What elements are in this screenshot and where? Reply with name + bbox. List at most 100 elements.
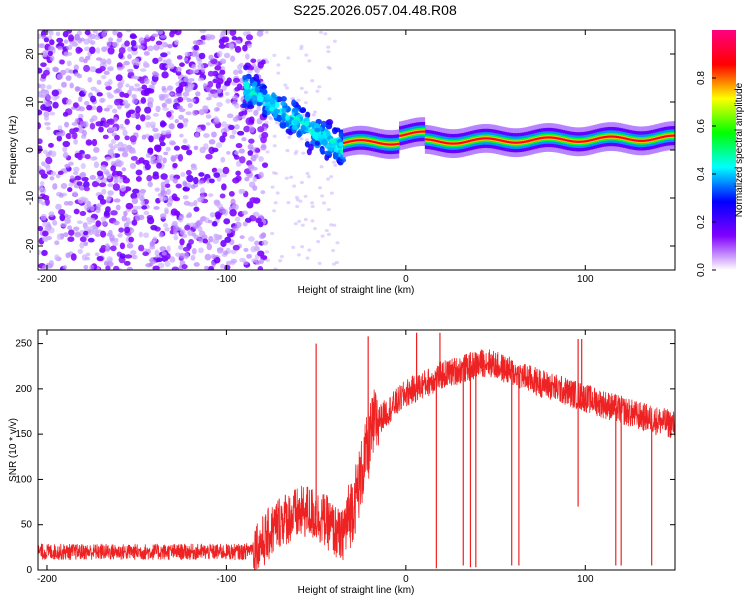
spectrogram-cell — [103, 70, 110, 76]
spectrogram-cell — [128, 236, 135, 243]
spectrogram-cell — [362, 139, 365, 142]
spectrogram-cell — [65, 75, 72, 81]
spectrogram-cell — [154, 249, 160, 257]
spectrogram-cell — [218, 43, 226, 49]
spectrogram-cell — [124, 226, 131, 234]
spectrogram-cell — [69, 175, 75, 180]
spectrogram-cell — [38, 67, 43, 74]
spectrogram-cell — [262, 97, 269, 103]
spectrogram-cell — [176, 92, 183, 99]
spectrogram-cell — [198, 52, 206, 60]
spectrogram-cell — [152, 112, 160, 117]
spectrogram-cell — [179, 252, 186, 259]
spectrogram-cell — [157, 56, 163, 62]
spectrogram-cell — [40, 104, 47, 111]
spectrogram-cell — [177, 122, 184, 129]
spectrogram-cell — [87, 237, 95, 243]
spectrogram-cell — [183, 57, 189, 62]
spectrogram-cell — [90, 205, 95, 212]
spectrogram-cell — [532, 138, 535, 141]
spectrogram-cell — [40, 62, 47, 68]
spectrogram-cell — [590, 138, 594, 142]
spectrogram-cell — [45, 94, 52, 101]
spectrogram-cell — [303, 90, 308, 94]
spectrogram-cell — [224, 30, 231, 35]
spectrogram-cell — [405, 133, 408, 136]
spectrogram-cell — [627, 138, 630, 141]
spectrogram-cell — [291, 99, 297, 107]
spectrogram-cell — [64, 217, 71, 224]
spectrogram-cell — [152, 57, 159, 64]
spectrogram-cell — [41, 249, 48, 257]
spectrogram-cell — [68, 161, 74, 166]
spectrogram-cell — [143, 51, 150, 56]
spectrogram-cell — [225, 98, 231, 104]
spectrogram-cell — [163, 151, 169, 156]
spectrogram-cell — [281, 107, 287, 115]
spectrogram-cell — [84, 46, 91, 52]
spectrogram-cell — [112, 183, 121, 191]
spectrogram-cell — [244, 94, 251, 102]
spectrogram-cell — [215, 236, 222, 241]
spectrogram-cell — [149, 155, 156, 161]
spectrogram-cell — [551, 136, 555, 139]
spectrogram-cell — [299, 180, 304, 185]
spectrogram-cell — [612, 135, 615, 138]
spectrogram-cell — [84, 30, 91, 36]
spectrogram-cell — [70, 253, 77, 261]
spectrogram-cell — [315, 118, 322, 125]
spectrogram-cell — [103, 210, 110, 217]
spectrogram-cell — [199, 30, 207, 34]
spectrogram-cell — [56, 135, 63, 142]
snr-marks — [38, 332, 675, 570]
spectrogram-cell — [60, 182, 68, 189]
spectrogram-cell — [323, 32, 328, 36]
spectrogram-cell — [46, 84, 52, 90]
snr-frame — [37, 329, 676, 571]
spectrogram-cell — [113, 144, 120, 149]
spectrogram-cell — [213, 115, 219, 122]
spectrogram-cell — [127, 53, 132, 60]
spectrogram-cell — [62, 140, 71, 148]
spectrogram-cell — [206, 243, 213, 251]
spectrogram-cell — [162, 157, 167, 164]
colorbar-tick-label: 0.0 — [696, 263, 707, 277]
spectrogram-cell — [149, 241, 156, 247]
spectrogram-cell — [558, 137, 561, 140]
spectrogram-cell — [414, 131, 417, 134]
spectrogram-cell — [607, 135, 611, 138]
spectrogram-cell — [58, 193, 64, 198]
spectrogram-cell — [239, 235, 245, 240]
spectrogram-cell — [190, 51, 198, 58]
spectrogram-cell — [320, 120, 327, 129]
spectrogram-cell — [199, 41, 206, 45]
spectrogram-cell — [212, 92, 219, 99]
spectrogram-cell — [173, 234, 179, 241]
spectrogram-cell — [159, 34, 167, 39]
spectrogram-cell — [187, 211, 192, 218]
spectrogram-cell — [279, 122, 287, 129]
spectrogram-cell — [297, 219, 302, 223]
spectrogram-cell — [236, 130, 245, 136]
spectrogram-cell — [103, 261, 109, 266]
spectrogram-cell — [166, 85, 174, 91]
spectrogram-cell — [129, 135, 137, 143]
spectrogram-cell — [248, 138, 255, 144]
spectrogram-cell — [234, 216, 241, 222]
spectrogram-cell — [250, 58, 257, 63]
spectrogram-cell — [112, 241, 119, 247]
spectrogram-cell — [250, 246, 257, 253]
snr-panel: -200 -100 0 100 0 50 100 150 200 250 Height of st… — [8, 329, 676, 596]
spectrogram-cell — [325, 122, 333, 130]
spectrogram-y-tick-label: 0 — [25, 147, 36, 153]
spectrogram-cell — [180, 172, 186, 178]
snr-y-tick-label: 150 — [15, 429, 32, 440]
spectrogram-cell — [122, 101, 129, 106]
spectrogram-cell — [197, 226, 203, 233]
spectrogram-cell — [178, 114, 185, 120]
spectrogram-cell — [89, 46, 96, 54]
spectrogram-cell — [188, 78, 195, 82]
spectrogram-cell — [138, 190, 145, 197]
spectrogram-cell — [310, 201, 315, 205]
spectrogram-cell — [95, 47, 101, 54]
